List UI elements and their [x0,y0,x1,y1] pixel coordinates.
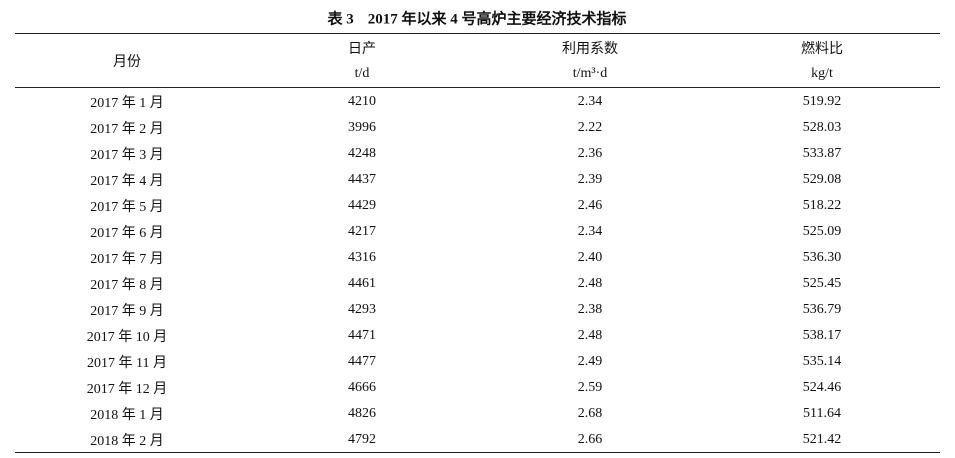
row-label: 2017 年 4 月 [90,174,164,189]
table-number: 表 3 [327,11,354,28]
column-header: 利用系数 [562,42,618,57]
table-cell: 518.22 [802,198,842,213]
table-cell: 525.45 [802,276,842,291]
table-cell: 525.09 [802,224,842,239]
table-cell: 519.92 [802,94,842,109]
row-label: 2017 年 11 月 [87,356,167,371]
column-unit: t/d [354,66,370,81]
table-cell: 2.34 [577,224,603,239]
table-cell: 4293 [348,302,376,317]
table-cell: 4316 [348,250,376,265]
row-label: 2018 年 1 月 [90,408,164,423]
row-label: 2017 年 12 月 [86,382,168,397]
row-label: 2017 年 6 月 [90,226,164,241]
table-cell: 524.46 [802,380,842,395]
row-label: 2017 年 3 月 [90,148,164,163]
column-unit: t/m³·d [572,66,608,81]
table-caption: 表 3 2017 年以来 4 号高炉主要经济技术指标 [327,8,626,29]
table-cell: 4826 [348,406,376,421]
row-label: 2017 年 7 月 [90,252,164,267]
table-cell: 4437 [348,172,376,187]
table-cell: 4471 [348,328,376,343]
table-cell: 4666 [348,380,376,395]
row-label: 2017 年 1 月 [90,96,164,111]
row-label: 2018 年 2 月 [90,434,164,449]
table-cell: 4477 [348,354,376,369]
table-cell: 2.49 [577,354,603,369]
table-cell: 4210 [348,94,376,109]
table-cell: 521.42 [802,432,842,447]
table-cell: 538.17 [802,328,842,343]
table-cell: 2.68 [577,406,603,421]
row-label: 2017 年 5 月 [90,200,164,215]
table-cell: 2.38 [577,302,603,317]
column-unit: kg/t [811,66,833,81]
table-cell: 536.30 [802,250,842,265]
table-cell: 529.08 [802,172,842,187]
table-cell: 3996 [348,120,376,135]
table-cell: 4217 [348,224,376,239]
top-rule [15,33,940,34]
table-title: 2017 年以来 4 号高炉主要经济技术指标 [367,11,627,28]
table-cell: 2.48 [577,328,603,343]
table-cell: 2.39 [577,172,603,187]
table-cell: 2.40 [577,250,603,265]
table-cell: 511.64 [803,406,841,421]
column-header: 月份 [113,55,141,70]
table-cell: 535.14 [802,354,842,369]
row-label: 2017 年 9 月 [90,304,164,319]
column-header: 燃料比 [801,42,843,57]
column-header: 日产 [348,42,376,57]
table-cell: 528.03 [802,120,842,135]
table-cell: 2.66 [577,432,603,447]
table-cell: 4429 [348,198,376,213]
table-cell: 4792 [348,432,376,447]
table-cell: 4461 [348,276,376,291]
table-cell: 533.87 [802,146,842,161]
row-label: 2017 年 10 月 [86,330,168,345]
table-cell: 536.79 [802,302,842,317]
table-cell: 2.34 [577,94,603,109]
table-cell: 2.36 [577,146,603,161]
row-label: 2017 年 2 月 [90,122,164,137]
table-cell: 2.22 [577,120,603,135]
table-cell: 4248 [348,146,376,161]
header-rule [15,87,940,88]
table-cell: 2.48 [577,276,603,291]
table-cell: 2.46 [577,198,603,213]
bottom-rule [15,452,940,453]
row-label: 2017 年 8 月 [90,278,164,293]
table-cell: 2.59 [577,380,603,395]
